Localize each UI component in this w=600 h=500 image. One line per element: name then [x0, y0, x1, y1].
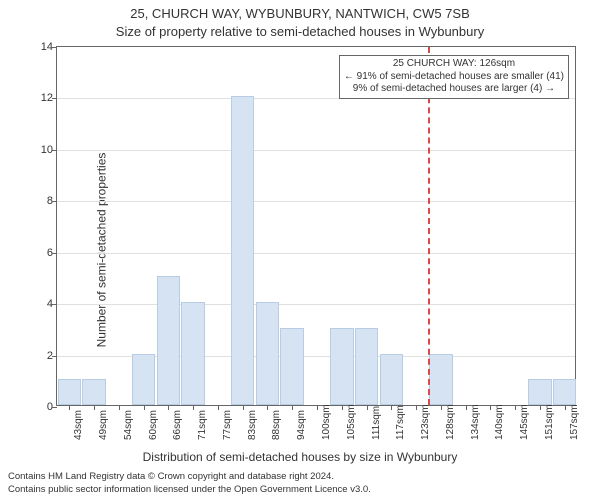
- x-tick-mark: [69, 405, 70, 410]
- x-tick-mark: [193, 405, 194, 410]
- x-tick-label: 43sqm: [73, 410, 84, 440]
- x-tick-label: 100sqm: [321, 404, 332, 440]
- gridline: [57, 304, 575, 305]
- marker-info-box: 25 CHURCH WAY: 126sqm ← 91% of semi-deta…: [339, 55, 569, 99]
- histogram-bar: [380, 354, 404, 405]
- histogram-bar: [58, 379, 82, 405]
- histogram-bar: [181, 302, 205, 405]
- x-tick-mark: [342, 405, 343, 410]
- gridline: [57, 201, 575, 202]
- x-tick-label: 145sqm: [519, 404, 530, 440]
- histogram-bar: [280, 328, 304, 405]
- y-tick-label: 8: [29, 195, 53, 207]
- marker-line: [428, 47, 430, 405]
- info-line-1: 25 CHURCH WAY: 126sqm: [344, 58, 564, 71]
- histogram-bar: [528, 379, 552, 405]
- x-tick-mark: [267, 405, 268, 410]
- chart-title-line1: 25, CHURCH WAY, WYBUNBURY, NANTWICH, CW5…: [0, 6, 600, 21]
- x-tick-mark: [540, 405, 541, 410]
- info-line-3: 9% of semi-detached houses are larger (4…: [344, 83, 564, 96]
- x-tick-label: 60sqm: [148, 410, 159, 440]
- y-tick-label: 6: [29, 247, 53, 259]
- x-tick-mark: [94, 405, 95, 410]
- gridline: [57, 150, 575, 151]
- x-tick-label: 71sqm: [197, 410, 208, 440]
- info-line-2: ← 91% of semi-detached houses are smalle…: [344, 71, 564, 84]
- y-tick-label: 14: [29, 41, 53, 53]
- y-tick-label: 0: [29, 401, 53, 413]
- histogram-bar: [256, 302, 280, 405]
- x-tick-mark: [168, 405, 169, 410]
- y-tick-mark: [52, 201, 57, 202]
- y-tick-mark: [52, 356, 57, 357]
- x-tick-label: 94sqm: [296, 410, 307, 440]
- footer-line-1: Contains HM Land Registry data © Crown c…: [8, 471, 371, 483]
- x-tick-label: 54sqm: [123, 410, 134, 440]
- x-tick-label: 151sqm: [544, 404, 555, 440]
- gridline: [57, 98, 575, 99]
- y-tick-mark: [52, 407, 57, 408]
- x-tick-mark: [466, 405, 467, 410]
- x-tick-label: 123sqm: [420, 404, 431, 440]
- plot-area: 0246810121443sqm49sqm54sqm60sqm66sqm71sq…: [56, 46, 576, 406]
- x-tick-label: 111sqm: [371, 406, 382, 440]
- y-tick-label: 10: [29, 144, 53, 156]
- x-tick-mark: [292, 405, 293, 410]
- x-tick-mark: [367, 405, 368, 410]
- x-tick-label: 117sqm: [395, 405, 406, 440]
- histogram-bar: [330, 328, 354, 405]
- x-tick-mark: [565, 405, 566, 410]
- x-tick-label: 105sqm: [346, 404, 357, 440]
- x-tick-label: 88sqm: [271, 410, 282, 440]
- x-tick-label: 49sqm: [98, 410, 109, 440]
- x-tick-label: 83sqm: [247, 410, 258, 440]
- y-tick-mark: [52, 304, 57, 305]
- x-tick-label: 134sqm: [470, 404, 481, 440]
- x-tick-mark: [416, 405, 417, 410]
- x-tick-mark: [515, 405, 516, 410]
- x-tick-mark: [218, 405, 219, 410]
- x-tick-label: 140sqm: [494, 404, 505, 440]
- histogram-bar: [82, 379, 106, 405]
- x-tick-mark: [119, 405, 120, 410]
- x-tick-label: 157sqm: [569, 404, 580, 440]
- histogram-bar: [157, 276, 181, 405]
- histogram-bar: [355, 328, 379, 405]
- histogram-bar: [553, 379, 577, 405]
- y-tick-label: 2: [29, 350, 53, 362]
- y-tick-label: 4: [29, 298, 53, 310]
- x-tick-label: 128sqm: [445, 404, 456, 440]
- x-tick-mark: [144, 405, 145, 410]
- y-tick-label: 12: [29, 92, 53, 104]
- histogram-bar: [429, 354, 453, 405]
- histogram-bar: [132, 354, 156, 405]
- chart-title-line2: Size of property relative to semi-detach…: [0, 24, 600, 39]
- chart-container: 25, CHURCH WAY, WYBUNBURY, NANTWICH, CW5…: [0, 0, 600, 500]
- x-tick-mark: [243, 405, 244, 410]
- x-axis-label: Distribution of semi-detached houses by …: [0, 450, 600, 464]
- x-tick-mark: [490, 405, 491, 410]
- y-tick-mark: [52, 47, 57, 48]
- y-tick-mark: [52, 98, 57, 99]
- y-tick-mark: [52, 253, 57, 254]
- y-tick-mark: [52, 150, 57, 151]
- x-tick-label: 66sqm: [172, 410, 183, 440]
- x-tick-mark: [391, 405, 392, 410]
- x-tick-label: 77sqm: [222, 410, 233, 440]
- histogram-bar: [231, 96, 255, 405]
- gridline: [57, 253, 575, 254]
- footer-text: Contains HM Land Registry data © Crown c…: [8, 471, 371, 496]
- footer-line-2: Contains public sector information licen…: [8, 484, 371, 496]
- x-tick-mark: [441, 405, 442, 410]
- x-tick-mark: [317, 405, 318, 410]
